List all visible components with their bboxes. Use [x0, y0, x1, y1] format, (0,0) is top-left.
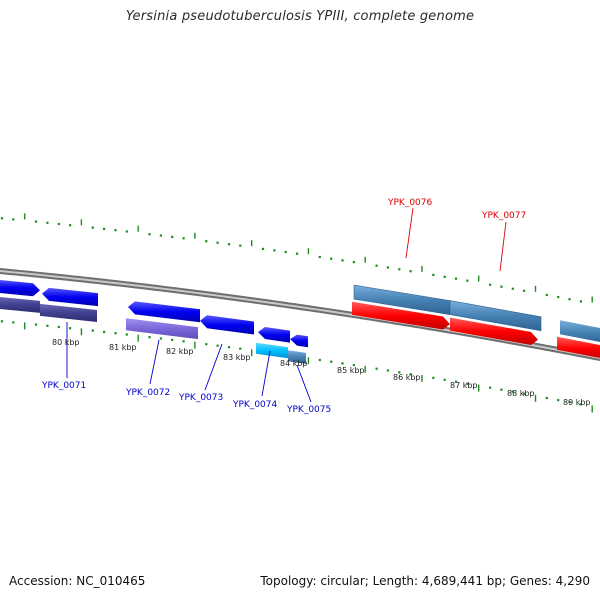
cds-arrow	[0, 279, 40, 297]
leader-ypk-0077	[499, 221, 507, 272]
gene-features	[0, 279, 600, 364]
highlight-arrow-ypk-0077	[450, 317, 538, 345]
kbp-label-84: 84 kbp	[280, 359, 308, 368]
cds-arrow	[128, 301, 200, 323]
gene-label-ypk-0073[interactable]: YPK_0073	[178, 393, 223, 403]
gene-label-ypk-0071[interactable]: YPK_0071	[41, 381, 86, 391]
cds-block	[288, 350, 306, 364]
cds-block	[256, 342, 288, 359]
kbp-label-85: 85 kbp	[337, 366, 365, 375]
label-leader-lines	[66, 207, 507, 403]
leader-ypk-0076	[405, 207, 414, 259]
tick-marks	[0, 213, 593, 413]
highlight-block-ypk-0077	[449, 300, 542, 332]
cds-arrow	[258, 327, 290, 343]
kbp-label-83: 83 kbp	[223, 353, 251, 362]
cds-block	[40, 303, 97, 322]
cds-block	[126, 318, 198, 340]
genome-title: Yersinia pseudotuberculosis YPIII, compl…	[125, 9, 475, 24]
cds-arrow	[290, 334, 308, 348]
gene-labels: YPK_0071 YPK_0072 YPK_0073 YPK_0074 YPK_…	[41, 198, 526, 415]
leader-ypk-0075	[296, 364, 312, 403]
kbp-label-89: 89 kbp	[563, 398, 591, 407]
kbp-label-80: 80 kbp	[52, 338, 80, 347]
leader-ypk-0073	[204, 343, 223, 391]
cds-block	[0, 296, 40, 313]
cds-arrow	[42, 287, 98, 307]
gene-label-ypk-0074[interactable]: YPK_0074	[232, 400, 278, 410]
kbp-labels: 80 kbp 81 kbp 82 kbp 83 kbp 84 kbp 85 kb…	[52, 338, 591, 407]
gene-label-ypk-0076[interactable]: YPK_0076	[387, 198, 433, 208]
kbp-label-81: 81 kbp	[109, 343, 137, 352]
topology-text: Topology: circular; Length: 4,689,441 bp…	[260, 574, 590, 588]
leader-ypk-0072	[149, 339, 160, 385]
kbp-label-87: 87 kbp	[450, 381, 478, 390]
accession-text: Accession: NC_010465	[9, 574, 146, 588]
cds-arrow	[200, 315, 254, 335]
gene-label-ypk-0072[interactable]: YPK_0072	[125, 388, 170, 398]
highlight-arrow-ypk-0076	[352, 301, 450, 330]
leader-ypk-0074	[261, 350, 271, 397]
highlight-arrow	[557, 336, 600, 358]
kbp-label-86: 86 kbp	[393, 373, 421, 382]
kbp-label-82: 82 kbp	[166, 347, 194, 356]
gene-label-ypk-0075[interactable]: YPK_0075	[286, 405, 331, 415]
gene-label-ypk-0077[interactable]: YPK_0077	[481, 211, 526, 221]
kbp-label-88: 88 kbp	[507, 389, 535, 398]
highlight-block	[560, 320, 600, 342]
